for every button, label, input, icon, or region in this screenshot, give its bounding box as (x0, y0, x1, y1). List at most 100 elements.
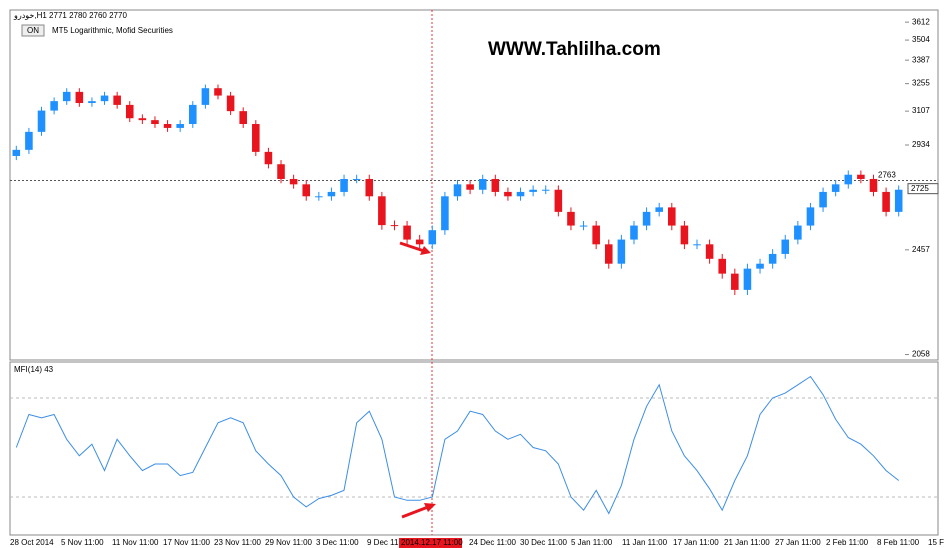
candle-body (403, 225, 411, 240)
y-tick-label: 3387 (912, 55, 930, 64)
x-tick-label: 5 Jan 11:00 (571, 538, 613, 547)
x-tick-label: 17 Jan 11:00 (673, 538, 719, 547)
candle-body (428, 230, 437, 245)
x-tick-label: 5 Nov 11:00 (61, 538, 104, 547)
candle-body (378, 196, 386, 226)
arrow (399, 241, 431, 255)
subtitle: MT5 Logarithmic, Mofid Securities (52, 26, 173, 35)
x-tick-label: 3 Dec 11:00 (316, 538, 359, 547)
candle-body (693, 244, 701, 246)
candle-body (478, 178, 487, 190)
candle-body (390, 225, 399, 227)
candle-body (453, 184, 462, 197)
candle-body (252, 124, 260, 152)
x-tick-label: 17 Nov 11:00 (163, 538, 211, 547)
candle-body (214, 88, 222, 96)
x-tick-label: 27 Jan 11:00 (775, 538, 821, 547)
candle-body (768, 253, 777, 264)
candle-body (794, 225, 802, 240)
candle-body (100, 95, 109, 102)
candle-body (441, 196, 449, 231)
x-tick-label: 28 Oct 2014 (10, 538, 54, 547)
y-tick-label: 2058 (912, 350, 930, 359)
candle-body (12, 149, 21, 156)
candle-body (516, 191, 525, 197)
x-tick-label: 11 Jan 11:00 (622, 538, 668, 547)
candle-body (731, 273, 739, 290)
on-button[interactable] (21, 24, 45, 37)
y-tick-label: 2457 (912, 245, 930, 254)
mfi-panel (9, 361, 939, 536)
x-tick-label: 8 Feb 11:00 (877, 538, 920, 547)
x-tick-label: 11 Nov 11:00 (112, 538, 159, 547)
candle-body (466, 184, 474, 190)
candle-body (680, 225, 689, 245)
candle-body (592, 225, 600, 245)
candle-body (529, 189, 537, 192)
x-tick-label: 23 Nov 11:00 (214, 538, 262, 547)
candle-body (88, 101, 96, 104)
price-line-label: 2763 (878, 171, 896, 180)
candle-body (113, 95, 121, 105)
candle-body (189, 104, 197, 125)
candle-body (62, 91, 71, 102)
candle-body (365, 178, 374, 197)
y-tick-label: 3107 (912, 106, 930, 115)
candle-body (718, 258, 726, 274)
x-tick-label: 29 Nov 11:00 (265, 538, 313, 547)
candle-body (630, 225, 638, 240)
candle-body (504, 191, 512, 197)
candle-body (705, 244, 714, 259)
candle-body (25, 131, 33, 150)
x-tick-label: 30 Dec 11:00 (520, 538, 568, 547)
candle-body (302, 184, 311, 197)
crosshair-label: 2014.12.17 11:00 (401, 538, 463, 547)
candle-body (176, 124, 184, 128)
candle-body (844, 174, 853, 185)
candle-body (125, 104, 134, 119)
candle-body (75, 91, 84, 104)
candle-body (163, 124, 172, 128)
on-button-label[interactable]: ON (27, 26, 39, 35)
candle-body (327, 191, 336, 197)
bid-label: 2725 (911, 184, 929, 193)
candle-body (315, 196, 323, 198)
candle-body (277, 164, 285, 179)
y-tick-label: 3504 (912, 35, 930, 44)
candle-body (604, 244, 613, 264)
x-tick-label: 15 F (928, 538, 944, 547)
candle-body (567, 211, 575, 226)
candle-body (579, 225, 588, 227)
candle-body (642, 211, 651, 226)
candle-body (491, 178, 500, 192)
candle-body (806, 207, 815, 226)
candle-body (743, 268, 752, 290)
x-tick-label: 2 Feb 11:00 (826, 538, 869, 547)
candle-body (541, 189, 550, 191)
candle-body (857, 174, 865, 179)
candle-body (352, 178, 361, 180)
candle-body (554, 189, 563, 212)
y-tick-label: 3255 (912, 79, 930, 88)
candle-body (781, 239, 790, 254)
candle-body (831, 184, 840, 192)
candle-body (819, 191, 827, 208)
candle-body (668, 207, 676, 226)
candle-body (617, 239, 626, 264)
watermark: WWW.Tahlilha.com (488, 39, 661, 60)
candle-body (415, 239, 424, 245)
candle-body (869, 178, 878, 192)
y-tick-label: 3612 (912, 17, 930, 26)
y-tick-label: 2934 (912, 140, 930, 149)
x-tick-label: 9 Dec 11:00 (367, 538, 410, 547)
chart-title: خودرو,H1 2771 2780 2760 2770 (13, 11, 127, 20)
mfi-line (15, 375, 900, 515)
x-tick-label: 21 Jan 11:00 (724, 538, 770, 547)
bid-box (907, 183, 939, 195)
candle-body (239, 111, 247, 125)
candle-body (894, 189, 903, 212)
arrow (401, 503, 436, 519)
x-tick-label: 24 Dec 11:00 (469, 538, 517, 547)
